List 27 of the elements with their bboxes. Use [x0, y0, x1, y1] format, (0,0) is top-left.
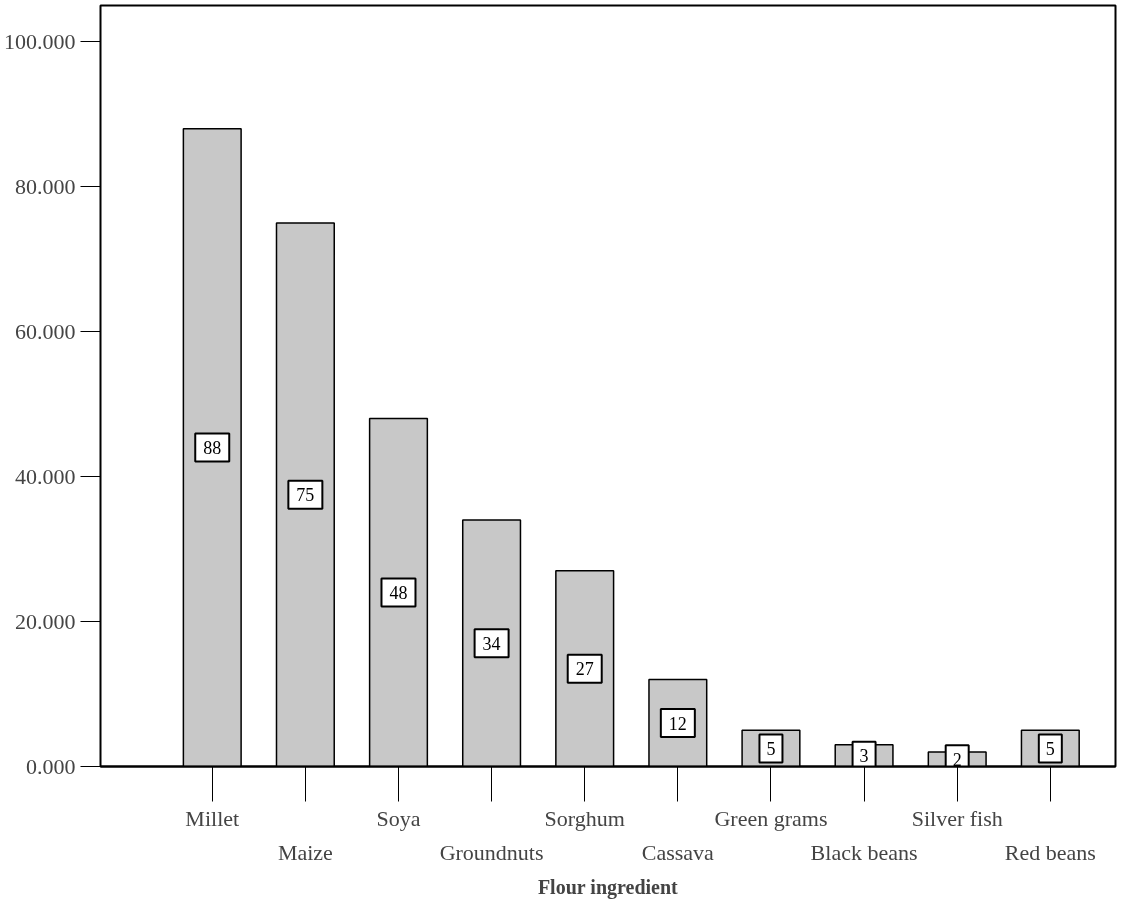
x-tick-label: Green grams: [714, 805, 828, 831]
y-tick-label: 20.000: [15, 608, 76, 634]
x-tick-label: Black beans: [810, 839, 918, 865]
y-tick-label: 40.000: [15, 463, 76, 489]
x-tick-label: Silver fish: [911, 805, 1003, 831]
x-tick-label: Millet: [185, 805, 240, 831]
data-label: 3: [859, 746, 869, 767]
x-tick-label: Soya: [376, 805, 421, 831]
data-label: 88: [203, 438, 222, 459]
x-tick-label: Cassava: [641, 839, 715, 865]
x-tick-label: Sorghum: [544, 805, 625, 831]
data-label: 12: [668, 713, 687, 734]
data-label: 75: [296, 485, 315, 506]
y-tick-label: 60.000: [15, 318, 76, 344]
x-tick-label: Groundnuts: [439, 839, 544, 865]
data-label: 2: [952, 749, 962, 770]
x-axis-title: Flour ingredient: [537, 875, 679, 899]
y-tick-label: 80.000: [15, 173, 76, 199]
data-label: 5: [766, 738, 776, 759]
y-tick-label: 100.000: [4, 28, 76, 54]
x-tick-label: Maize: [277, 839, 333, 865]
y-tick-label: 0.000: [26, 753, 76, 779]
data-label: 34: [482, 633, 501, 654]
data-label: 48: [389, 583, 408, 604]
data-label: 27: [575, 659, 594, 680]
data-label: 5: [1045, 738, 1055, 759]
x-tick-label: Red beans: [1004, 839, 1096, 865]
